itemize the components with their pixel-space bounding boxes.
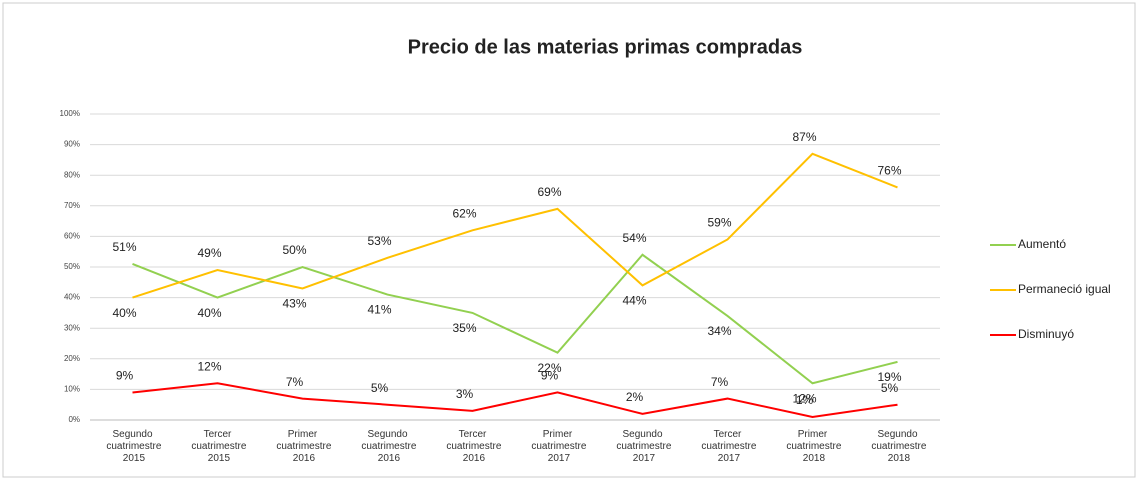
x-tick-label: Primer cuatrimestre 2018 bbox=[784, 429, 842, 464]
data-label: 22% bbox=[537, 361, 561, 375]
chart-title: Precio de las materias primas compradas bbox=[408, 36, 803, 58]
legend-label: Disminuyó bbox=[1018, 327, 1074, 341]
x-tick-label: Tercer cuatrimestre 2015 bbox=[189, 429, 247, 464]
data-label: 44% bbox=[622, 294, 646, 308]
data-label: 34% bbox=[707, 324, 731, 338]
y-tick-label: 30% bbox=[64, 323, 80, 332]
x-tick-label: Segundo cuatrimestre 2018 bbox=[869, 429, 927, 464]
series-line bbox=[132, 152, 898, 299]
data-label: 7% bbox=[286, 375, 304, 389]
data-label: 35% bbox=[452, 321, 476, 335]
data-label: 54% bbox=[622, 231, 646, 245]
data-label: 12% bbox=[197, 359, 221, 373]
y-tick-label: 80% bbox=[64, 170, 80, 179]
data-label: 12% bbox=[792, 391, 816, 405]
data-label: 43% bbox=[282, 297, 306, 311]
data-label: 40% bbox=[197, 306, 221, 320]
x-tick-label: Segundo cuatrimestre 2016 bbox=[359, 429, 417, 464]
data-label: 7% bbox=[711, 375, 729, 389]
data-label: 9% bbox=[541, 369, 559, 383]
y-tick-label: 70% bbox=[64, 201, 80, 210]
data-label: 50% bbox=[282, 243, 306, 257]
y-tick-label: 20% bbox=[64, 354, 80, 363]
series-line bbox=[132, 253, 898, 385]
data-label: 9% bbox=[116, 369, 134, 383]
series-line bbox=[132, 382, 898, 418]
legend-label: Permaneció igual bbox=[1018, 282, 1111, 296]
data-label: 2% bbox=[626, 390, 644, 404]
data-label: 1% bbox=[796, 393, 814, 407]
data-label: 69% bbox=[537, 185, 561, 199]
x-tick-label: Tercer cuatrimestre 2017 bbox=[699, 429, 757, 464]
data-label: 40% bbox=[112, 306, 136, 320]
data-label: 59% bbox=[707, 216, 731, 230]
x-tick-label: Segundo cuatrimestre 2015 bbox=[104, 429, 162, 464]
data-label: 76% bbox=[877, 164, 901, 178]
data-label: 19% bbox=[877, 370, 901, 384]
data-label: 51% bbox=[112, 240, 136, 254]
y-tick-label: 100% bbox=[60, 109, 80, 118]
data-label: 5% bbox=[371, 381, 389, 395]
data-label: 41% bbox=[367, 303, 391, 317]
x-tick-label: Primer cuatrimestre 2017 bbox=[529, 429, 587, 464]
data-label: 62% bbox=[452, 206, 476, 220]
x-tick-label: Segundo cuatrimestre 2017 bbox=[614, 429, 672, 464]
x-tick-label: Tercer cuatrimestre 2016 bbox=[444, 429, 502, 464]
y-tick-label: 10% bbox=[64, 385, 80, 394]
data-label: 87% bbox=[792, 130, 816, 144]
data-label: 49% bbox=[197, 246, 221, 260]
y-tick-label: 90% bbox=[64, 140, 80, 149]
y-tick-label: 60% bbox=[64, 232, 80, 241]
data-label: 3% bbox=[456, 387, 474, 401]
y-tick-label: 0% bbox=[68, 415, 80, 424]
x-tick-label: Primer cuatrimestre 2016 bbox=[274, 429, 332, 464]
legend-label: Aumentó bbox=[1018, 237, 1066, 251]
y-tick-label: 40% bbox=[64, 293, 80, 302]
data-label: 53% bbox=[367, 234, 391, 248]
y-tick-label: 50% bbox=[64, 262, 80, 271]
data-label: 5% bbox=[881, 381, 899, 395]
